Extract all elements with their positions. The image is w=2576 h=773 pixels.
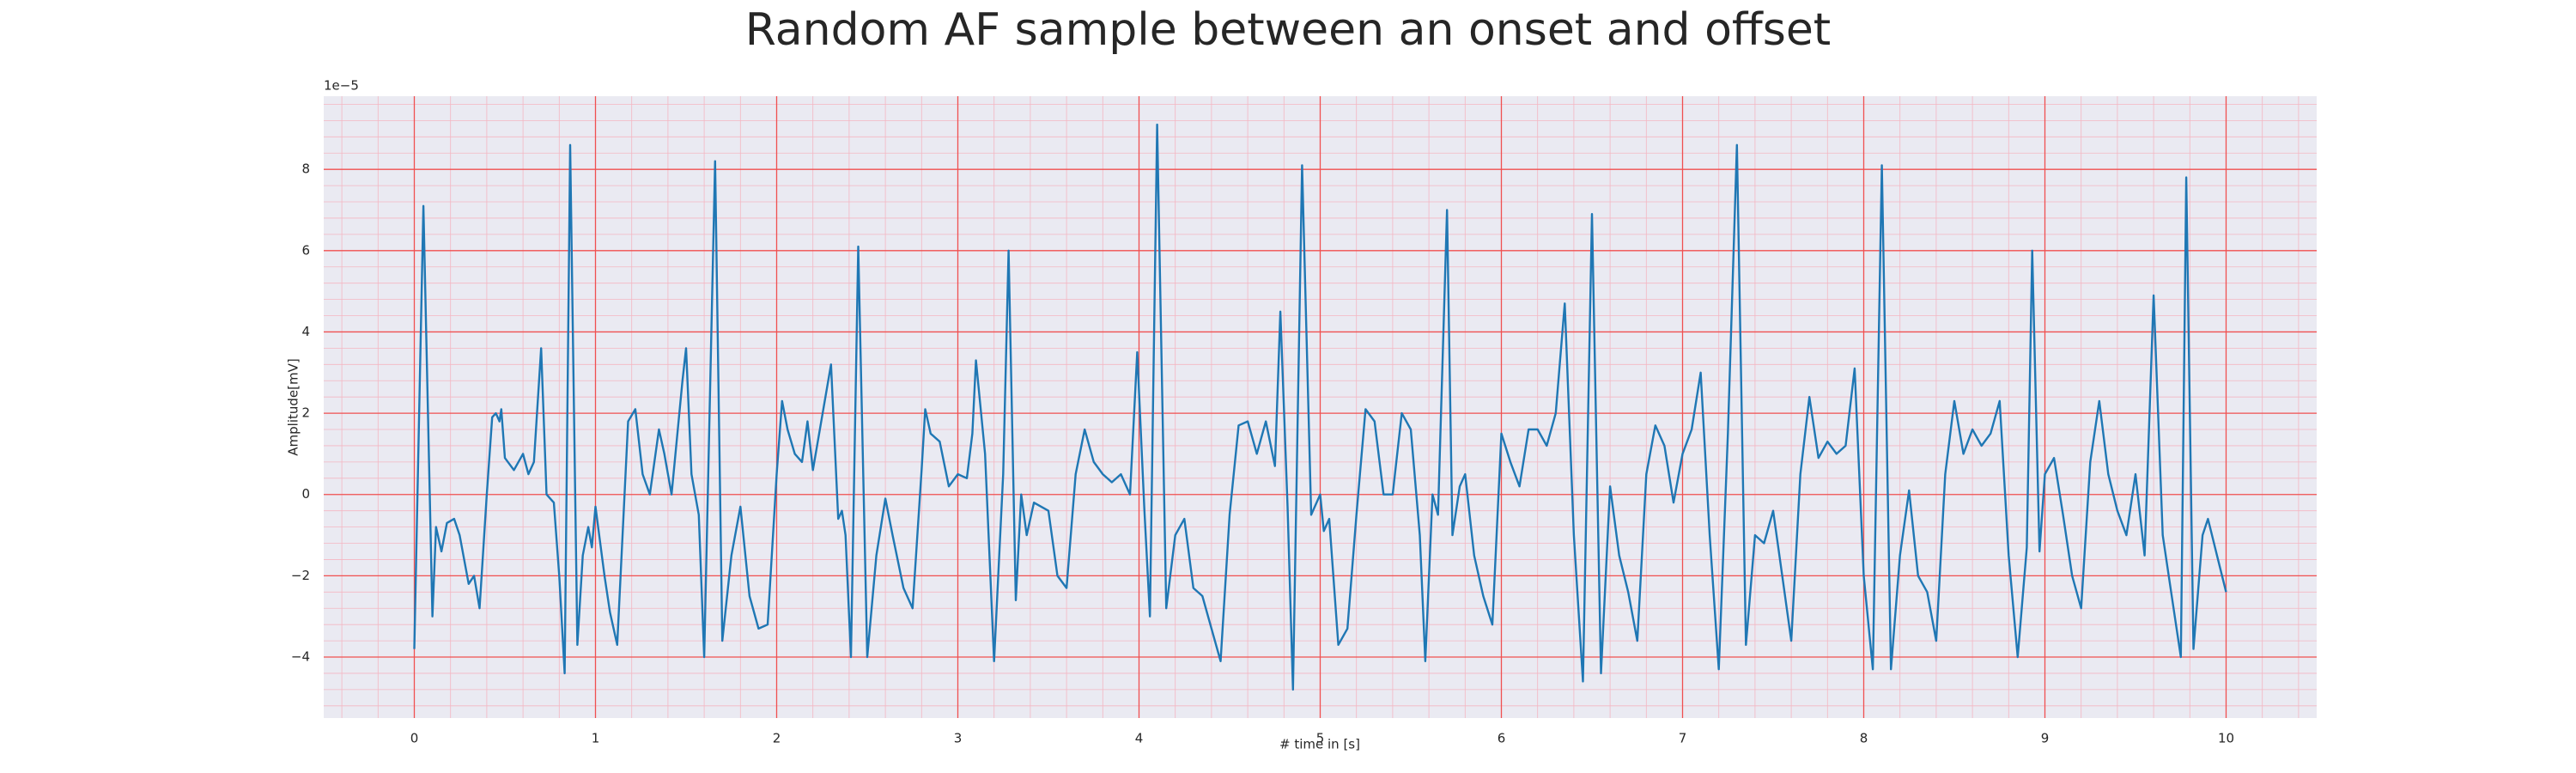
- y-tick-label: 0: [301, 486, 310, 502]
- signal-line: [413, 123, 2227, 691]
- y-tick-label: 2: [301, 405, 310, 421]
- y-tick-label: 6: [301, 242, 310, 258]
- x-tick-label: 2: [773, 731, 781, 746]
- x-tick-label: 8: [1860, 731, 1868, 746]
- y-tick-label: −4: [291, 649, 310, 665]
- y-offset-label: 1e−5: [324, 78, 359, 94]
- y-tick-label: 4: [301, 324, 310, 339]
- x-tick-label: 5: [1316, 731, 1325, 746]
- x-tick-label: 1: [592, 731, 600, 746]
- x-tick-label: 7: [1679, 731, 1687, 746]
- x-tick-label: 6: [1498, 731, 1506, 746]
- x-tick-label: 0: [410, 731, 419, 746]
- x-tick-label: 3: [954, 731, 963, 746]
- y-tick-label: 8: [301, 161, 310, 177]
- y-tick-label: −2: [291, 568, 310, 583]
- chart-title: Random AF sample between an onset and of…: [745, 4, 1831, 56]
- x-axis-label: # time in [s]: [1279, 737, 1360, 752]
- x-tick-label: 4: [1135, 731, 1144, 746]
- x-tick-label: 9: [2041, 731, 2050, 746]
- x-tick-label: 10: [2218, 731, 2234, 746]
- y-axis-label: Amplitude[mV]: [286, 358, 301, 455]
